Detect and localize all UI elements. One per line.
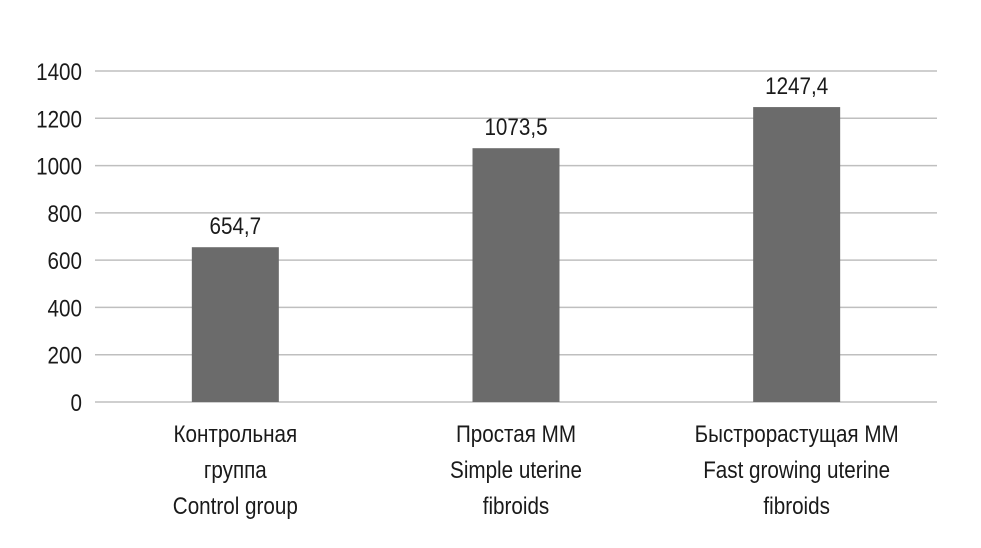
bar	[472, 148, 560, 402]
y-tick-label: 1000	[36, 153, 82, 180]
x-tick-label: Контрольная	[174, 421, 298, 448]
x-tick-label: Fast growing uterine	[703, 457, 890, 484]
x-tick-label: Быстрорастущая ММ	[695, 421, 899, 448]
data-label: 1073,5	[484, 114, 547, 141]
y-tick-label: 200	[48, 342, 82, 369]
y-tick-label: 400	[48, 295, 82, 322]
y-tick-label: 800	[48, 200, 82, 227]
data-label: 1247,4	[765, 73, 828, 100]
y-tick-label: 0	[71, 390, 82, 417]
y-tick-label: 1400	[36, 59, 82, 86]
x-tick-label: fibroids	[763, 493, 830, 520]
x-tick-label: Простая ММ	[456, 421, 576, 448]
bar	[191, 247, 279, 402]
data-label: 654,7	[210, 213, 262, 240]
x-tick-label: группа	[204, 457, 267, 484]
x-tick-label: fibroids	[483, 493, 550, 520]
y-tick-label: 1200	[36, 106, 82, 133]
x-tick-label: Simple uterine	[450, 457, 582, 484]
bar	[753, 107, 841, 402]
y-tick-label: 600	[48, 248, 82, 275]
x-tick-label: Control group	[173, 493, 298, 520]
